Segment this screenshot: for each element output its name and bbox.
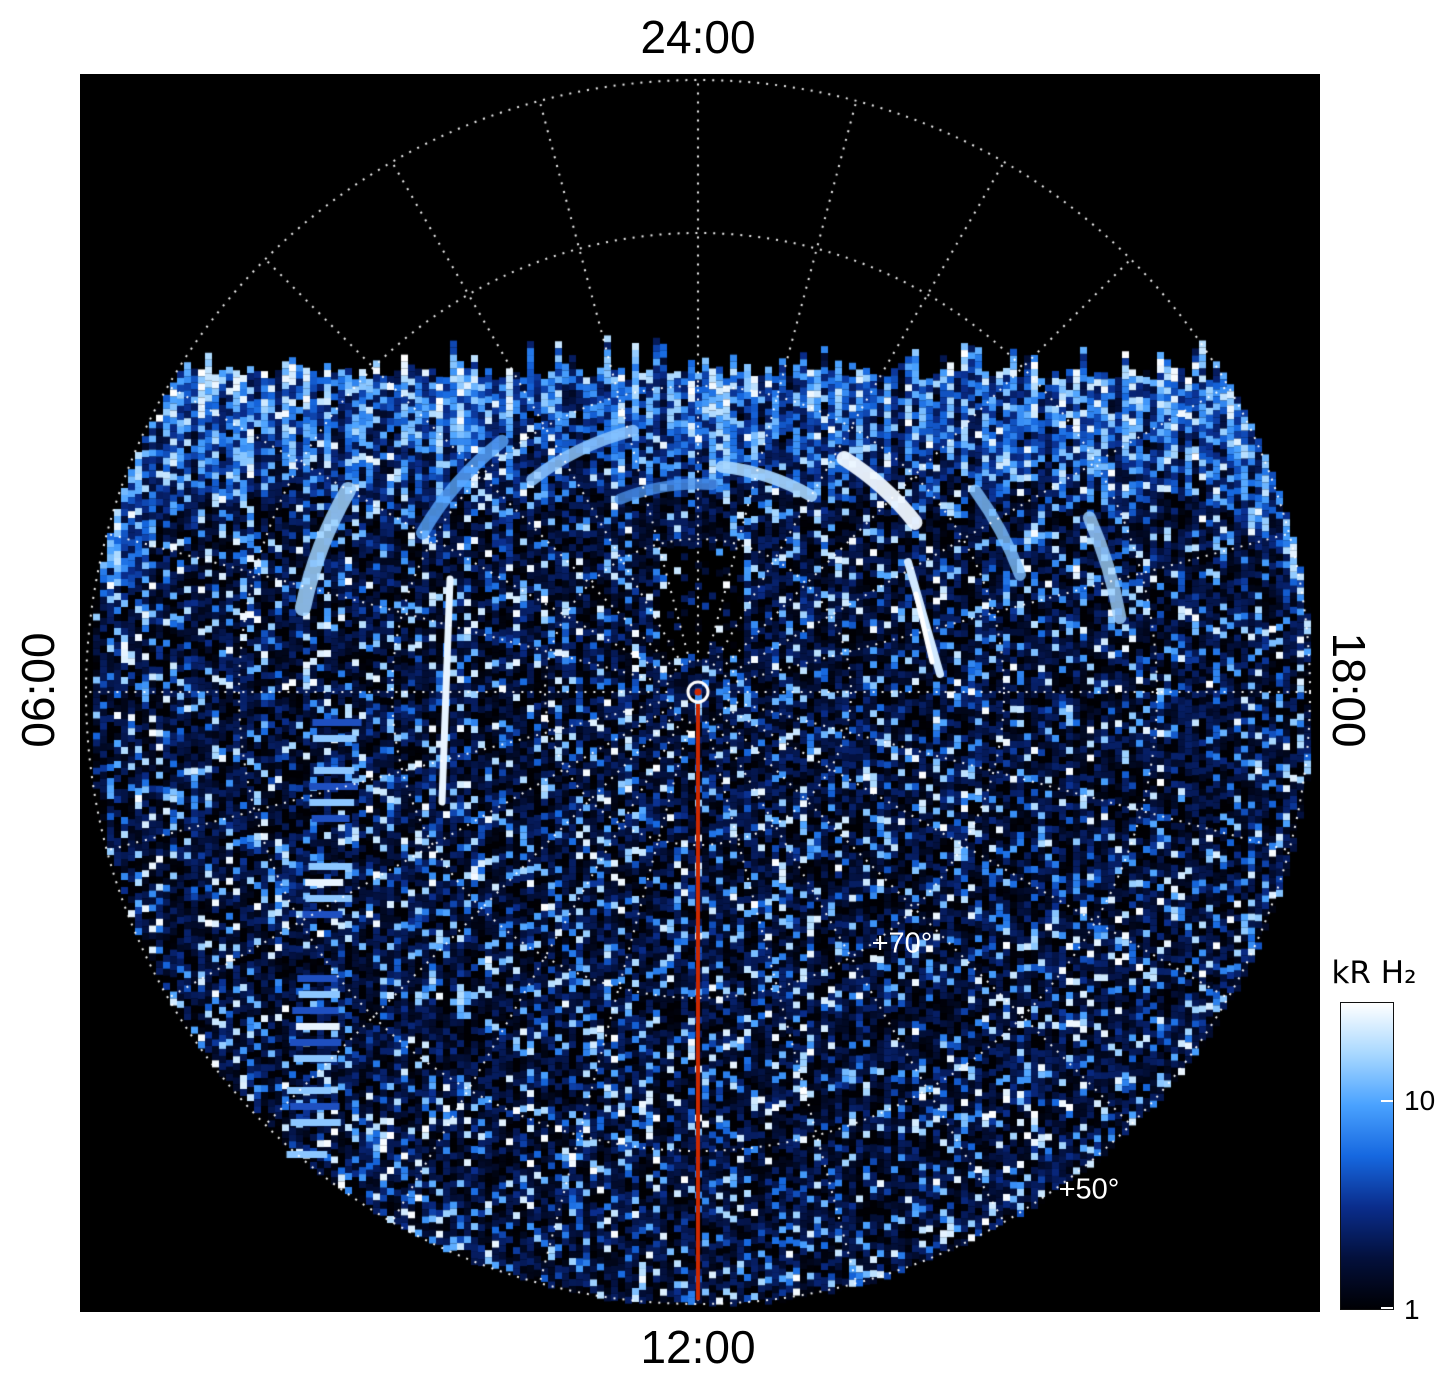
plot-area: +70° +50° [80, 74, 1320, 1312]
time-label-0600: 06:00 [12, 632, 64, 748]
time-label-2400: 24:00 [640, 11, 756, 63]
time-label-1200: 12:00 [640, 1321, 756, 1373]
plot-canvas [80, 74, 1320, 1312]
latitude-label-70: +70° [871, 927, 933, 960]
latitude-label-50: +50° [1058, 1173, 1120, 1206]
colorbar-tick-mark-upper [1381, 1100, 1393, 1103]
colorbar-tick-lower: 1 [1404, 1294, 1420, 1325]
colorbar-title: kR H₂ [1331, 955, 1417, 991]
time-label-1800: 18:00 [1323, 632, 1375, 748]
colorbar: 10 1 [1340, 1002, 1447, 1325]
colorbar-tick-mark-lower [1381, 1307, 1393, 1309]
colorbar-tick-upper: 10 [1404, 1085, 1436, 1117]
colorbar-gradient [1340, 1002, 1394, 1310]
